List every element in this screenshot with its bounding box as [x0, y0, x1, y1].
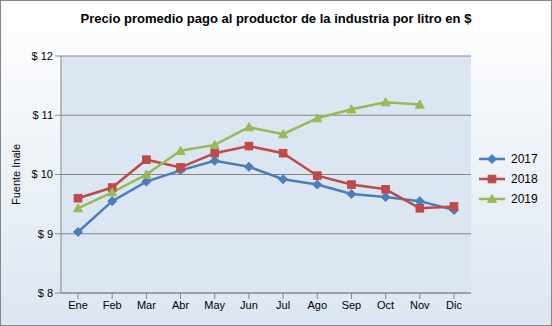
svg-text:Fuente Inale: Fuente Inale: [10, 144, 22, 205]
svg-text:Dic: Dic: [446, 299, 462, 311]
svg-text:Mar: Mar: [137, 299, 156, 311]
svg-text:Jul: Jul: [276, 299, 290, 311]
svg-text:Feb: Feb: [103, 299, 122, 311]
svg-text:Jun: Jun: [240, 299, 258, 311]
svg-text:$ 11: $ 11: [32, 109, 53, 121]
html-text:2019: 2019: [511, 192, 538, 206]
svg-text:$ 10: $ 10: [32, 168, 53, 180]
html-text:2017: 2017: [511, 152, 538, 166]
svg-text:Abr: Abr: [172, 299, 189, 311]
svg-text:Sep: Sep: [342, 299, 362, 311]
svg-text:$ 9: $ 9: [38, 228, 53, 240]
svg-text:Oct: Oct: [377, 299, 394, 311]
svg-text:$ 12: $ 12: [32, 50, 53, 62]
svg-text:Ago: Ago: [307, 299, 327, 311]
svg-text:Ene: Ene: [68, 299, 88, 311]
svg-text:Nov: Nov: [410, 299, 430, 311]
html-text:Precio promedio pago al produc: Precio promedio pago al productor de la …: [80, 11, 472, 26]
svg-text:$ 8: $ 8: [38, 287, 53, 299]
svg-text:May: May: [204, 299, 225, 311]
html-text:2018: 2018: [511, 172, 538, 186]
